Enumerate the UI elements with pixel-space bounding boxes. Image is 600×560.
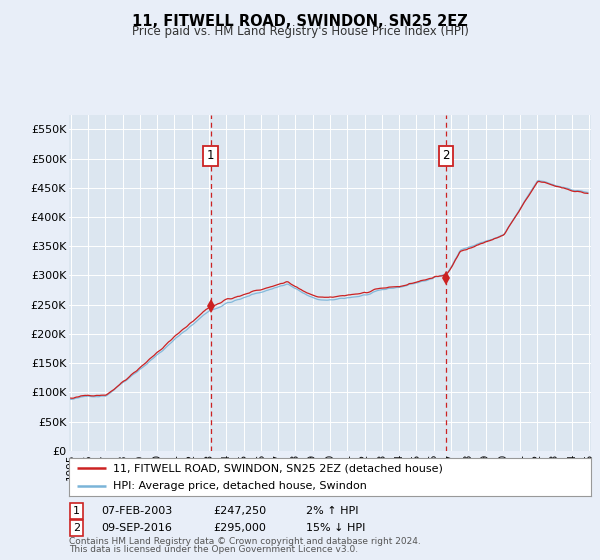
Text: 1: 1	[207, 149, 214, 162]
Text: Price paid vs. HM Land Registry's House Price Index (HPI): Price paid vs. HM Land Registry's House …	[131, 25, 469, 38]
Text: This data is licensed under the Open Government Licence v3.0.: This data is licensed under the Open Gov…	[69, 545, 358, 554]
Text: 07-FEB-2003: 07-FEB-2003	[101, 506, 172, 516]
Text: 2% ↑ HPI: 2% ↑ HPI	[306, 506, 359, 516]
Text: 2: 2	[442, 149, 449, 162]
Text: £247,250: £247,250	[213, 506, 266, 516]
Text: 11, FITWELL ROAD, SWINDON, SN25 2EZ (detached house): 11, FITWELL ROAD, SWINDON, SN25 2EZ (det…	[113, 463, 443, 473]
Text: HPI: Average price, detached house, Swindon: HPI: Average price, detached house, Swin…	[113, 481, 367, 491]
Text: 1: 1	[73, 506, 80, 516]
Text: Contains HM Land Registry data © Crown copyright and database right 2024.: Contains HM Land Registry data © Crown c…	[69, 537, 421, 546]
Text: 11, FITWELL ROAD, SWINDON, SN25 2EZ: 11, FITWELL ROAD, SWINDON, SN25 2EZ	[132, 14, 468, 29]
Text: £295,000: £295,000	[213, 523, 266, 533]
Text: 2: 2	[73, 523, 80, 533]
Text: 15% ↓ HPI: 15% ↓ HPI	[306, 523, 365, 533]
Text: 09-SEP-2016: 09-SEP-2016	[101, 523, 172, 533]
